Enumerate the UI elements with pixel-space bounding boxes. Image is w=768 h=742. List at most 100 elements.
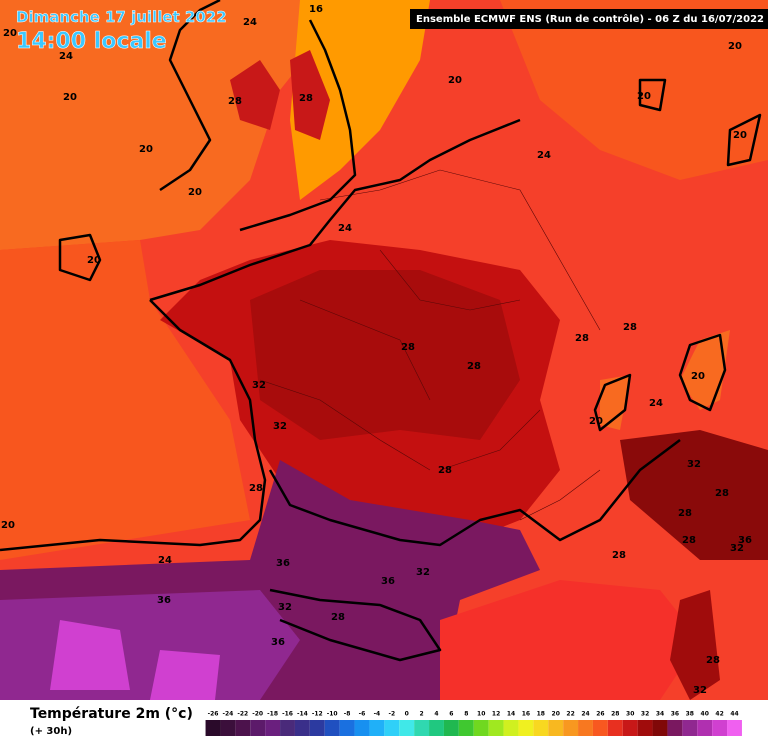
contour-label: 20 bbox=[448, 75, 462, 86]
contour-label: 36 bbox=[738, 535, 752, 546]
contour-label: 24 bbox=[537, 150, 551, 161]
legend-swatch bbox=[533, 720, 549, 736]
legend-tick: 34 bbox=[656, 711, 664, 718]
legend-swatch bbox=[548, 720, 564, 736]
contour-label: 28 bbox=[612, 550, 626, 561]
legend-swatch bbox=[205, 720, 221, 736]
legend-tick: 36 bbox=[671, 711, 679, 718]
legend-tick: 26 bbox=[596, 711, 604, 718]
legend-subtitle: (+ 30h) bbox=[30, 726, 72, 737]
legend-swatch bbox=[220, 720, 236, 736]
legend-swatch bbox=[235, 720, 251, 736]
legend-title: Température 2m (°c) bbox=[30, 706, 193, 722]
legend-tick: -26 bbox=[208, 711, 219, 718]
legend-tick: 2 bbox=[420, 711, 424, 718]
legend-tick: 42 bbox=[715, 711, 723, 718]
legend-swatch bbox=[667, 720, 683, 736]
legend-tick: -18 bbox=[267, 711, 278, 718]
legend-swatch bbox=[324, 720, 340, 736]
coast-south bbox=[268, 439, 681, 547]
contour-label: 32 bbox=[730, 543, 744, 554]
legend-swatch bbox=[250, 720, 266, 736]
field-sardinia bbox=[670, 590, 720, 700]
contour-label: 20 bbox=[87, 255, 101, 266]
contour-label: 20 bbox=[63, 92, 77, 103]
field-germany-north bbox=[500, 0, 768, 180]
contour-label: 28 bbox=[623, 322, 637, 333]
border-lines bbox=[259, 169, 601, 521]
contour-label: 20 bbox=[691, 371, 705, 382]
legend-scale: -26 -24 -22 -20 -18 -16 -14 -12 -10 -8 -6 -4 -2 0 2 4 6 8… bbox=[205, 711, 742, 736]
legend-swatch bbox=[727, 720, 742, 736]
legend-swatch bbox=[697, 720, 713, 736]
legend-swatch bbox=[309, 720, 325, 736]
legend-tick: -8 bbox=[344, 711, 351, 718]
legend-tick: -6 bbox=[359, 711, 366, 718]
contour-label: 28 bbox=[438, 465, 452, 476]
contour-labels: 20 24 16 24 20 28 28 20 20 20 20 20 20 24 24 20 28 28 28 28… bbox=[1, 4, 752, 696]
legend-tick: -16 bbox=[282, 711, 293, 718]
field-uk-hot bbox=[230, 50, 330, 140]
legend-tick: 24 bbox=[581, 711, 589, 718]
legend-swatch bbox=[294, 720, 310, 736]
contour-label: 24 bbox=[59, 51, 73, 62]
legend-swatch bbox=[429, 720, 444, 736]
time-title: 14:00 locale bbox=[16, 29, 167, 54]
legend-tick: 16 bbox=[522, 711, 530, 718]
contour-label: 24 bbox=[649, 398, 663, 409]
contour-label: 36 bbox=[381, 576, 395, 587]
legend-tick: 30 bbox=[626, 711, 634, 718]
contour-label: 28 bbox=[575, 333, 589, 344]
legend-swatch bbox=[265, 720, 281, 736]
legend-tick: 18 bbox=[537, 711, 545, 718]
field-med bbox=[440, 580, 700, 700]
legend-tick: 20 bbox=[552, 711, 560, 718]
contour-label: 32 bbox=[278, 602, 292, 613]
legend-tick: 44 bbox=[730, 711, 738, 718]
contour-label: 20 bbox=[1, 520, 15, 531]
coast-west bbox=[0, 299, 267, 552]
legend-swatch bbox=[399, 720, 415, 736]
contour-label: 28 bbox=[678, 508, 692, 519]
legend-tick: 6 bbox=[449, 711, 453, 718]
legend-swatch bbox=[488, 720, 504, 736]
contour-label: 20 bbox=[728, 41, 742, 52]
date-title: Dimanche 17 juillet 2022 bbox=[16, 8, 227, 26]
contour-label: 20 bbox=[733, 130, 747, 141]
legend-tick: -14 bbox=[297, 711, 308, 718]
contour-label: 32 bbox=[416, 567, 430, 578]
legend-swatch bbox=[578, 720, 593, 736]
field-atlantic bbox=[0, 0, 320, 250]
legend-tick: 38 bbox=[686, 711, 694, 718]
contour-label: 20 bbox=[589, 416, 603, 427]
legend-swatch bbox=[622, 720, 638, 736]
field-iberia-hot bbox=[0, 590, 300, 700]
legend-tick: -12 bbox=[312, 711, 323, 718]
contour-label: 20 bbox=[139, 144, 153, 155]
contour-label: 28 bbox=[228, 96, 242, 107]
borders bbox=[259, 169, 601, 521]
contour-label: 28 bbox=[331, 612, 345, 623]
legend-tick: 14 bbox=[507, 711, 515, 718]
field-france-core bbox=[250, 270, 520, 440]
contour-label: 28 bbox=[401, 342, 415, 353]
legend-swatch bbox=[712, 720, 728, 736]
legend-tick: 28 bbox=[611, 711, 619, 718]
legend-tick: 40 bbox=[701, 711, 709, 718]
temperature-field bbox=[0, 0, 768, 700]
legend-swatch bbox=[414, 720, 430, 736]
legend-tick: -22 bbox=[237, 711, 248, 718]
legend-tick: -20 bbox=[252, 711, 263, 718]
coast-ireland bbox=[58, 233, 102, 282]
legend-swatch bbox=[518, 720, 534, 736]
legend-tick: 22 bbox=[566, 711, 574, 718]
coast-uk bbox=[159, 0, 357, 232]
legend-swatch bbox=[473, 720, 489, 736]
contour-label: 28 bbox=[249, 483, 263, 494]
legend-swatch bbox=[592, 720, 608, 736]
coast-north bbox=[149, 118, 521, 302]
contour-label: 28 bbox=[706, 655, 720, 666]
contour-label: 16 bbox=[309, 4, 323, 15]
legend-swatch bbox=[458, 720, 474, 736]
